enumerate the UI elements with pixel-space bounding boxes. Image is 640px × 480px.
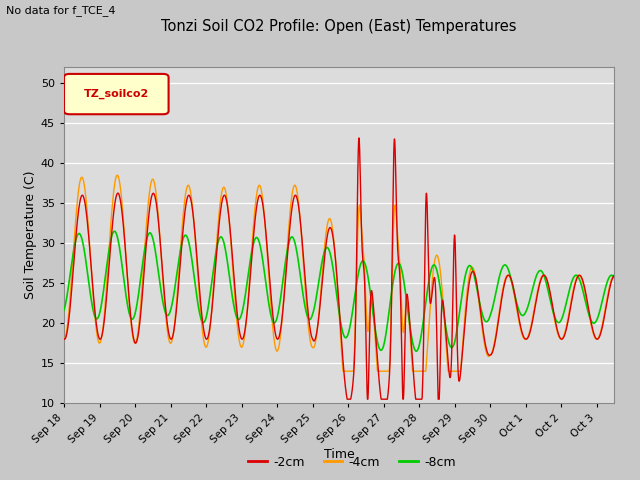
Y-axis label: Soil Temperature (C): Soil Temperature (C) [24, 171, 36, 300]
Text: No data for f_TCE_4: No data for f_TCE_4 [6, 5, 116, 16]
FancyBboxPatch shape [64, 74, 168, 114]
Text: TZ_soilco2: TZ_soilco2 [84, 89, 149, 99]
Text: Tonzi Soil CO2 Profile: Open (East) Temperatures: Tonzi Soil CO2 Profile: Open (East) Temp… [161, 19, 517, 34]
Legend: -2cm, -4cm, -8cm: -2cm, -4cm, -8cm [243, 451, 461, 474]
X-axis label: Time: Time [324, 448, 355, 461]
